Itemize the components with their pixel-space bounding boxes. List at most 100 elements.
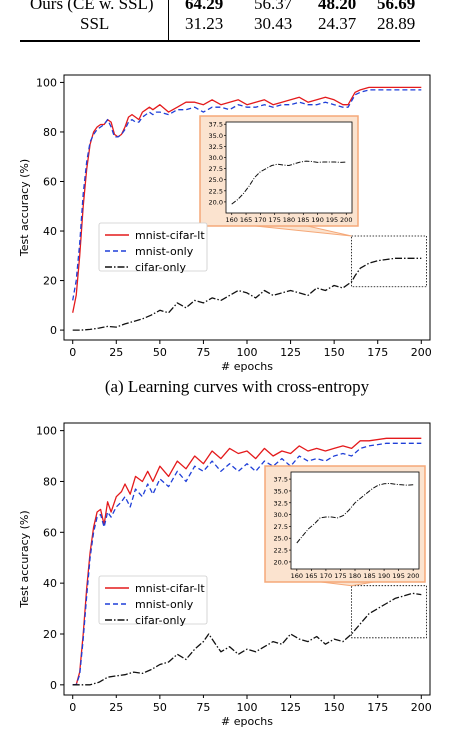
- y-tick-label: 60: [43, 526, 57, 539]
- inset-callout-connector: [255, 225, 352, 237]
- y-tick-label: 20: [43, 275, 57, 288]
- inset-y-tick-label: 30.0: [209, 154, 223, 162]
- inset-y-tick-label: 37.5: [209, 121, 223, 129]
- inset-plot-frame: [290, 471, 420, 570]
- inset-y-tick-label: 35.0: [274, 487, 288, 495]
- table-cell: 31.23: [185, 14, 224, 33]
- legend-label-mnist-cifar-lt: mnist-cifar-lt: [135, 582, 205, 595]
- inset-x-tick-label: 190: [378, 572, 390, 580]
- y-tick-label: 20: [43, 628, 57, 641]
- legend-label-cifar-only: cifar-only: [135, 261, 186, 274]
- series-line-mnist-cifar-lt: [72, 437, 422, 686]
- inset-y-tick-label: 30.0: [274, 511, 288, 519]
- inset-x-tick-label: 185: [297, 216, 309, 224]
- inset-x-tick-label: 185: [363, 572, 375, 580]
- y-tick-label: 0: [50, 679, 57, 692]
- series-line-mnist-cifar-lt: [72, 86, 422, 313]
- zoom-region-box: [351, 235, 427, 288]
- legend-label-mnist-cifar-lt: mnist-cifar-lt: [135, 229, 205, 242]
- x-tick-label: 75: [196, 701, 210, 714]
- legend-label-mnist-only: mnist-only: [135, 245, 194, 258]
- table-cell: 56.69: [377, 0, 416, 13]
- inset-y-tick-label: 32.5: [209, 143, 223, 151]
- inset-y-tick-label: 20.0: [274, 558, 288, 566]
- legend-label-mnist-only: mnist-only: [135, 598, 194, 611]
- inset-y-tick-label: 35.0: [209, 132, 223, 140]
- table-cell: 24.37: [318, 14, 357, 33]
- series-line-mnist-only: [72, 89, 422, 301]
- x-tick-label: 100: [237, 346, 258, 359]
- x-tick-label: 125: [280, 701, 301, 714]
- inset-y-tick-label: 22.5: [209, 187, 223, 195]
- inset-x-tick-label: 180: [283, 216, 295, 224]
- x-tick-label: 200: [411, 701, 432, 714]
- inset-x-tick-label: 180: [349, 572, 361, 580]
- x-tick-label: 125: [280, 346, 301, 359]
- x-tick-label: 50: [153, 346, 167, 359]
- table-method-cell: Ours (CE w. SSL): [30, 0, 154, 13]
- table-column-separator: [168, 0, 169, 40]
- table-cell: 56.37: [254, 0, 293, 13]
- learning-curve-chart-b: 0 20 40 60 80 100 0 50 100 150 200 25 75 125 175 # epoc…: [18, 422, 432, 728]
- y-tick-label: 60: [43, 175, 57, 188]
- inset-y-tick-label: 37.5: [274, 476, 288, 484]
- inset-x-tick-label: 175: [334, 572, 346, 580]
- series-line-mnist-only: [72, 442, 422, 686]
- table-cell: 64.29: [185, 0, 224, 13]
- table-method-cell: SSL: [80, 14, 110, 33]
- inset-x-tick-label: 160: [226, 216, 238, 224]
- inset-x-tick-label: 200: [407, 572, 419, 580]
- inset-series-line-cifar-only: [231, 160, 347, 205]
- inset-x-tick-label: 165: [240, 216, 252, 224]
- inset-y-tick-label: 25.0: [274, 535, 288, 543]
- table-row: SSL 31.23 30.43 24.37 28.89: [0, 14, 474, 36]
- inset-x-tick-label: 170: [320, 572, 332, 580]
- zoom-region-box: [351, 585, 427, 639]
- inset-x-tick-label: 160: [291, 572, 303, 580]
- table-bottom-rule: [20, 40, 420, 42]
- y-tick-label: 40: [43, 577, 57, 590]
- table-cell: 28.89: [377, 14, 416, 33]
- x-tick-label: 50: [153, 701, 167, 714]
- inset-y-tick-label: 27.5: [209, 165, 223, 173]
- results-table-fragment: Ours (CE w. SSL) 64.29 56.37 48.20 56.69…: [0, 0, 474, 50]
- inset-y-tick-label: 25.0: [209, 176, 223, 184]
- series-line-cifar-only: [72, 592, 422, 686]
- x-tick-label: 150: [324, 346, 345, 359]
- inset-y-tick-label: 22.5: [274, 547, 288, 555]
- table-cell: 48.20: [318, 0, 357, 13]
- x-axis-label: # epochs: [221, 360, 273, 373]
- y-axis-label: Test accuracy (%): [18, 159, 31, 257]
- y-axis-label: Test accuracy (%): [18, 510, 31, 608]
- x-tick-label: 75: [196, 346, 210, 359]
- inset-x-tick-label: 175: [268, 216, 280, 224]
- x-tick-label: 0: [69, 346, 76, 359]
- y-tick-label: 100: [36, 76, 57, 89]
- x-tick-label: 150: [324, 701, 345, 714]
- y-tick-label: 40: [43, 225, 57, 238]
- inset-y-tick-label: 27.5: [274, 523, 288, 531]
- x-axis-label: # epochs: [221, 715, 273, 728]
- inset-x-tick-label: 170: [254, 216, 266, 224]
- inset-x-tick-label: 195: [392, 572, 404, 580]
- x-tick-label: 175: [367, 346, 388, 359]
- x-tick-label: 200: [411, 346, 432, 359]
- legend-label-cifar-only: cifar-only: [135, 614, 186, 627]
- x-tick-label: 0: [69, 701, 76, 714]
- y-tick-label: 100: [36, 425, 57, 438]
- x-tick-label: 175: [367, 701, 388, 714]
- inset-x-tick-label: 190: [311, 216, 323, 224]
- inset-y-tick-label: 20.0: [209, 198, 223, 206]
- learning-curve-chart-cross-entropy: 0 20 40 60 80 100 0 25 50 75 100 125 150 175 200 # epoc…: [18, 74, 432, 373]
- caption-a: (a) Learning curves with cross-entropy: [104, 377, 370, 396]
- x-tick-label: 25: [109, 701, 123, 714]
- inset-x-tick-label: 200: [340, 216, 352, 224]
- y-tick-label: 80: [43, 126, 57, 139]
- inset-series-line-cifar-only: [296, 482, 414, 544]
- inset-x-tick-label: 165: [305, 572, 317, 580]
- y-tick-label: 80: [43, 475, 57, 488]
- inset-plot-frame: [225, 121, 353, 214]
- y-tick-label: 0: [50, 324, 57, 337]
- inset-y-tick-label: 32.5: [274, 499, 288, 507]
- inset-x-tick-label: 195: [326, 216, 338, 224]
